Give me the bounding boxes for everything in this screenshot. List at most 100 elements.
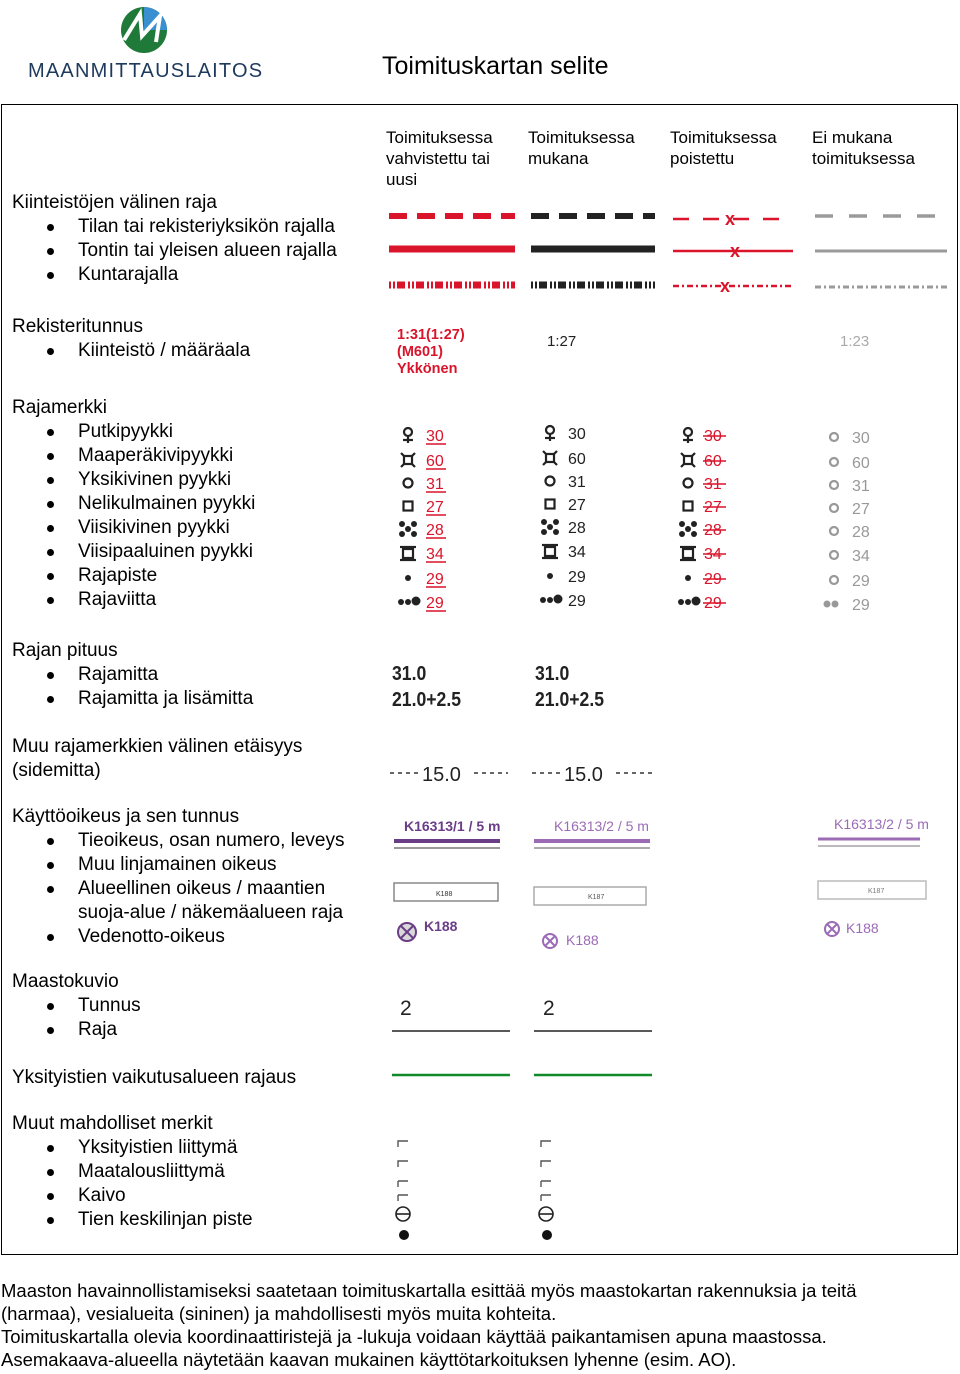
boundary-mark-symbol: [402, 426, 414, 443]
list-item: Rajamitta: [12, 663, 253, 687]
boundary-mark-symbol: [399, 521, 417, 537]
boundary-mark-number: 60: [852, 455, 870, 472]
list-item: Tieoikeus, osan numero, leveys: [12, 829, 344, 853]
boundary-marks-svg: 30 60 31 27 28 34 29 29: [823, 430, 870, 614]
maanmittauslaitos-logo: MAANMITTAUSLAITOS: [28, 6, 268, 86]
length-value: 31.0: [535, 663, 570, 685]
section-title: Yksityistien vaikutusalueen rajaus: [12, 1067, 297, 1088]
boundary-mark-number: 29: [852, 597, 870, 614]
boundary-line-symbols: x x x: [389, 209, 947, 296]
list-item: Kaivo: [12, 1184, 253, 1208]
boundary-mark-symbol: [679, 521, 697, 537]
boundary-mark-number: 29: [568, 569, 586, 586]
list-item: Rajapiste: [12, 564, 255, 588]
boundary-mark-symbol: [682, 477, 694, 489]
register-id-text: (M601): [397, 344, 443, 360]
list-item: Tunnus: [12, 994, 141, 1018]
boundary-mark-number: 29: [852, 573, 870, 590]
list-item: Vedenotto-oikeus: [12, 925, 344, 949]
section-boundary-marks: Rajamerkki Putkipyykki Maaperäkivipyykki…: [12, 396, 255, 612]
boundary-mark-symbol: [544, 498, 556, 510]
boundary-mark-number: 30: [852, 430, 870, 447]
list-item: Tilan tai rekisteriyksikön rajalla: [12, 215, 337, 239]
boundary-mark-symbol: [544, 475, 556, 487]
boundary-mark-number: 30: [568, 426, 586, 443]
legend-table: Toimituksessa vahvistettu tai uusi Toimi…: [1, 104, 958, 1255]
right-id-text: K16313/2 / 5 m: [554, 818, 649, 834]
private-road-symbols: [392, 1073, 652, 1077]
boundary-mark-symbol: [405, 575, 411, 581]
boundary-mark-symbol: [542, 543, 558, 560]
boundary-mark-number: 31: [426, 476, 444, 493]
boundary-mark-symbol: [828, 479, 840, 491]
water-right-text: K188: [424, 918, 458, 934]
usage-rights-symbols: K16313/1 / 5 m K188 K188 K16313/2 / 5 m …: [393, 816, 929, 949]
list-item: Rajamitta ja lisämitta: [12, 687, 253, 711]
list-item: Yksikivinen pyykki: [12, 468, 255, 492]
column-header-new: Toimituksessa vahvistettu tai uusi: [386, 128, 493, 189]
water-right-text: K188: [846, 920, 879, 936]
boundary-mark-symbol: [402, 477, 414, 489]
register-id-text: Ykkönen: [397, 361, 458, 377]
column-header-included: Toimituksessa mukana: [528, 128, 635, 168]
right-small-text: K188: [436, 891, 452, 898]
boundary-mark-symbol: [544, 424, 556, 441]
section-title: Rajamerkki: [12, 397, 108, 418]
side-distance-value: 15.0: [422, 764, 461, 786]
section-title: Maastokuvio: [12, 971, 119, 992]
list-item: Raja: [12, 1018, 141, 1042]
list-item: Rajaviitta: [12, 588, 255, 612]
column-header-removed: Toimituksessa poistettu: [670, 128, 777, 168]
section-title: Muu rajamerkkien välinen etäisyys: [12, 736, 303, 757]
register-id-excluded: 1:23: [840, 333, 870, 350]
list-item: Alueellinen oikeus / maantien: [12, 877, 344, 901]
list-item: Kiinteistö / määräala: [12, 339, 250, 363]
boundary-mark-number: 28: [568, 520, 586, 537]
boundary-mark-number: 27: [426, 499, 444, 516]
terrain-id: 2: [543, 997, 555, 1020]
list-item: Kuntarajalla: [12, 263, 337, 287]
list-item: Yksityistien liittymä: [12, 1136, 253, 1160]
boundary-mark-symbol: [685, 575, 691, 581]
section-title: Kiinteistöjen välinen raja: [12, 192, 217, 213]
boundary-mark-symbol: [541, 519, 559, 535]
length-symbols-included: 31.0 21.0+2.5: [535, 661, 604, 713]
boundary-mark-number: 30: [426, 428, 444, 445]
footer-notes: Maaston havainnollistamiseksi saatetaan …: [1, 1279, 956, 1371]
boundary-mark-number: 31: [852, 478, 870, 495]
section-title: Käyttöoikeus ja sen tunnus: [12, 806, 240, 827]
boundary-mark-symbol: [828, 431, 840, 443]
section-usage-rights: Käyttöoikeus ja sen tunnus Tieoikeus, os…: [12, 805, 344, 949]
section-title-cont: (sidemitta): [12, 760, 101, 781]
boundary-mark-symbol: [823, 600, 839, 608]
boundary-mark-symbol: [828, 574, 840, 586]
boundary-mark-number: 28: [852, 524, 870, 541]
section-title: Rekisteritunnus: [12, 316, 143, 337]
length-value: 31.0: [392, 663, 427, 685]
section-private-road: Yksityistien vaikutusalueen rajaus: [12, 1066, 296, 1090]
boundary-mark-symbol: [678, 596, 701, 606]
boundary-mark-number: 34: [568, 544, 586, 561]
boundary-mark-symbol: [828, 525, 840, 537]
boundary-mark-symbol: [400, 545, 416, 562]
boundary-mark-symbols-excluded: 30 60 31 27 28 34 29 29: [822, 423, 882, 628]
boundary-mark-symbol: [540, 594, 563, 604]
footer-line: Toimituskartalla olevia koordinaattirist…: [1, 1326, 827, 1347]
register-id-new: 1:31(1:27) (M601) Ykkönen: [397, 327, 465, 378]
boundary-mark-symbol: [400, 452, 416, 468]
terrain-symbols: 2 2: [392, 997, 652, 1032]
right-id-text: K16313/1 / 5 m: [404, 818, 501, 834]
svg-text:x: x: [720, 276, 730, 296]
list-item-cont: suoja-alue / näkemäalueen raja: [78, 902, 344, 923]
svg-text:x: x: [725, 209, 735, 229]
right-small-text: K187: [868, 888, 884, 895]
section-title: Muut mahdolliset merkit: [12, 1113, 213, 1134]
register-id-included: 1:27: [547, 333, 577, 350]
page-header: MAANMITTAUSLAITOS Toimituskartan selite: [0, 0, 960, 100]
list-item: Viisikivinen pyykki: [12, 516, 255, 540]
section-property-boundary: Kiinteistöjen välinen raja Tilan tai rek…: [12, 191, 337, 287]
list-item: Nelikulmainen pyykki: [12, 492, 255, 516]
logo-emblem-icon: [121, 7, 167, 53]
boundary-mark-number: 29: [568, 593, 586, 610]
side-distance-symbols: 15.0 15.0: [390, 764, 652, 786]
